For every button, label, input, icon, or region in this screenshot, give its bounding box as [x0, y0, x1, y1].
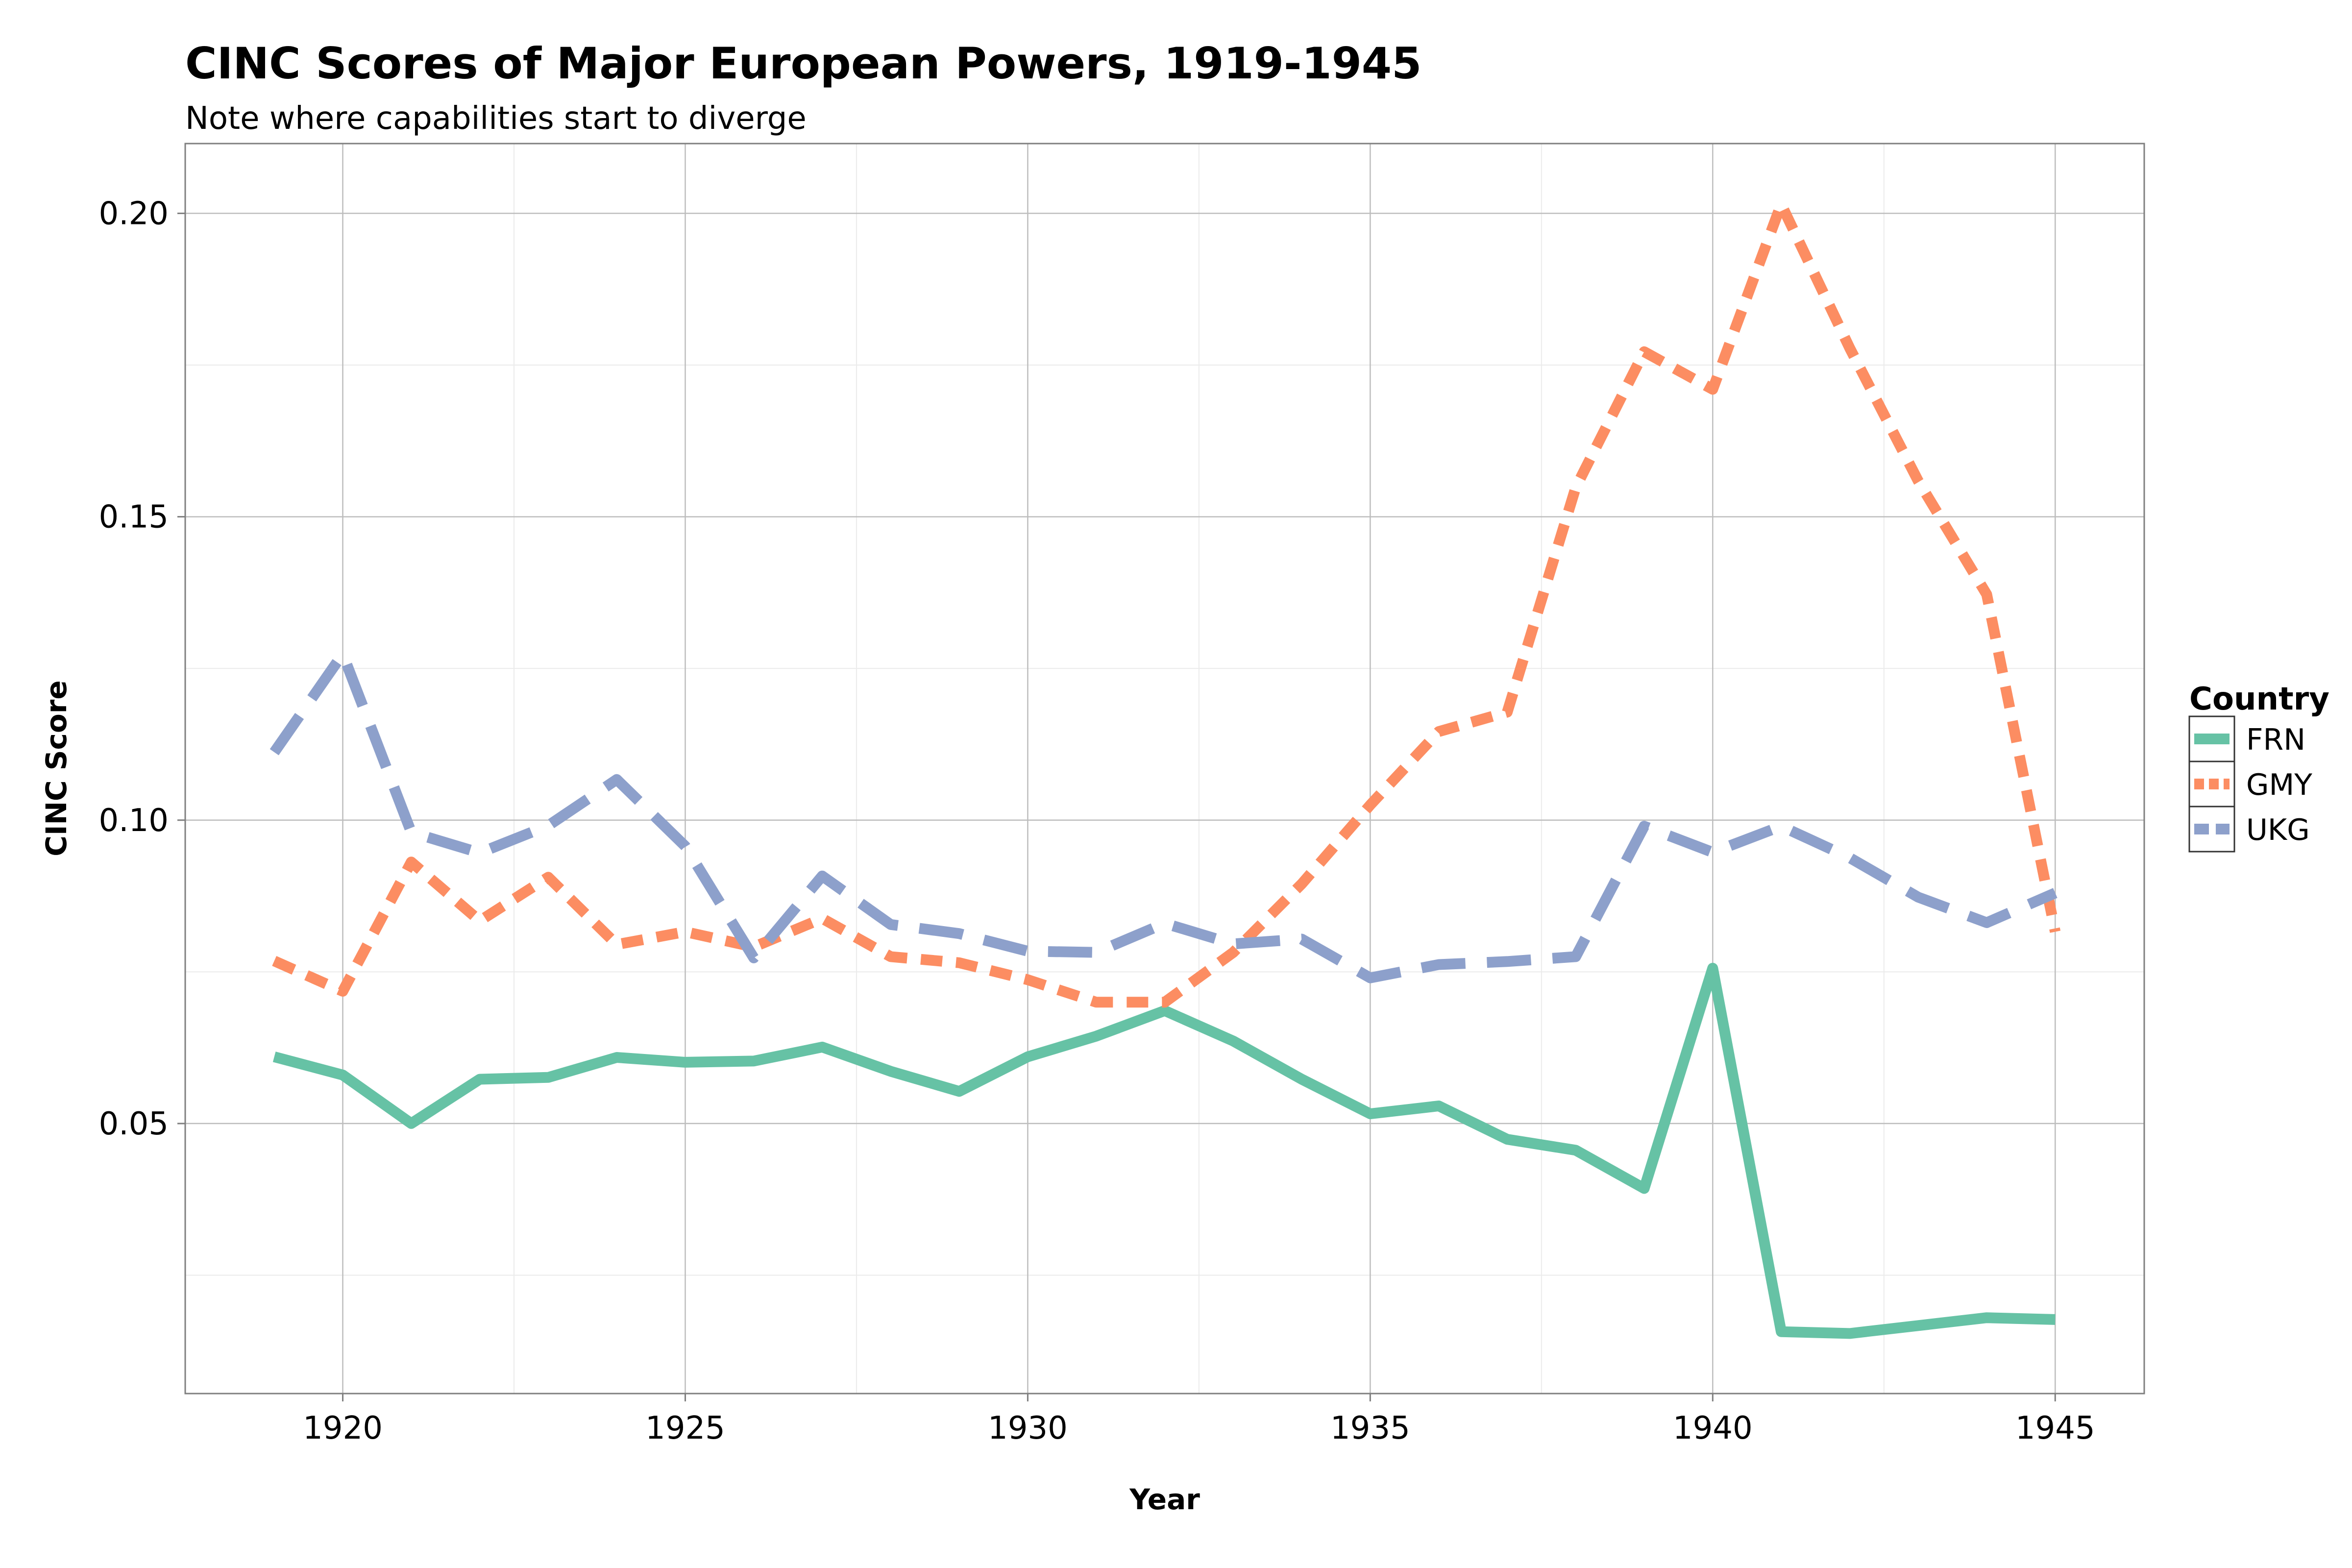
- legend: Country FRN GMY UKG: [2188, 681, 2329, 853]
- chart-subtitle: Note where capabilities start to diverge: [185, 100, 807, 137]
- series-line-ukg: [270, 648, 2058, 983]
- x-axis: 1920 1925 1930 1935 1940 1945: [303, 1394, 2095, 1446]
- series-line-gmy: [272, 198, 2061, 1008]
- x-tick-label: 1935: [1330, 1410, 1410, 1446]
- legend-label-ukg: UKG: [2246, 813, 2310, 847]
- y-tick-label: 0.10: [99, 803, 169, 839]
- y-tick-label: 0.15: [99, 499, 169, 536]
- x-tick-label: 1940: [1673, 1410, 1753, 1446]
- legend-label-gmy: GMY: [2246, 768, 2312, 802]
- x-tick-label: 1925: [645, 1410, 725, 1446]
- x-tick-label: 1945: [2015, 1410, 2095, 1446]
- y-axis: 0.05 0.10 0.15 0.20: [99, 196, 185, 1142]
- legend-label-frn: FRN: [2246, 723, 2305, 757]
- grid-lines: [185, 144, 2144, 1394]
- x-axis-title: Year: [1129, 1483, 1200, 1516]
- x-tick-label: 1930: [988, 1410, 1068, 1446]
- y-tick-label: 0.20: [99, 196, 169, 232]
- plot-panel-border: [184, 143, 2145, 1395]
- legend-items: FRN GMY UKG: [2188, 715, 2312, 853]
- legend-title: Country: [2189, 681, 2329, 717]
- chart-title: CINC Scores of Major European Powers, 19…: [185, 38, 1421, 89]
- y-tick-label: 0.05: [99, 1106, 169, 1142]
- series-line-frn: [272, 962, 2056, 1339]
- series-lines: [270, 198, 2061, 1339]
- x-tick-label: 1920: [303, 1410, 383, 1446]
- y-axis-title: CINC Score: [40, 680, 73, 856]
